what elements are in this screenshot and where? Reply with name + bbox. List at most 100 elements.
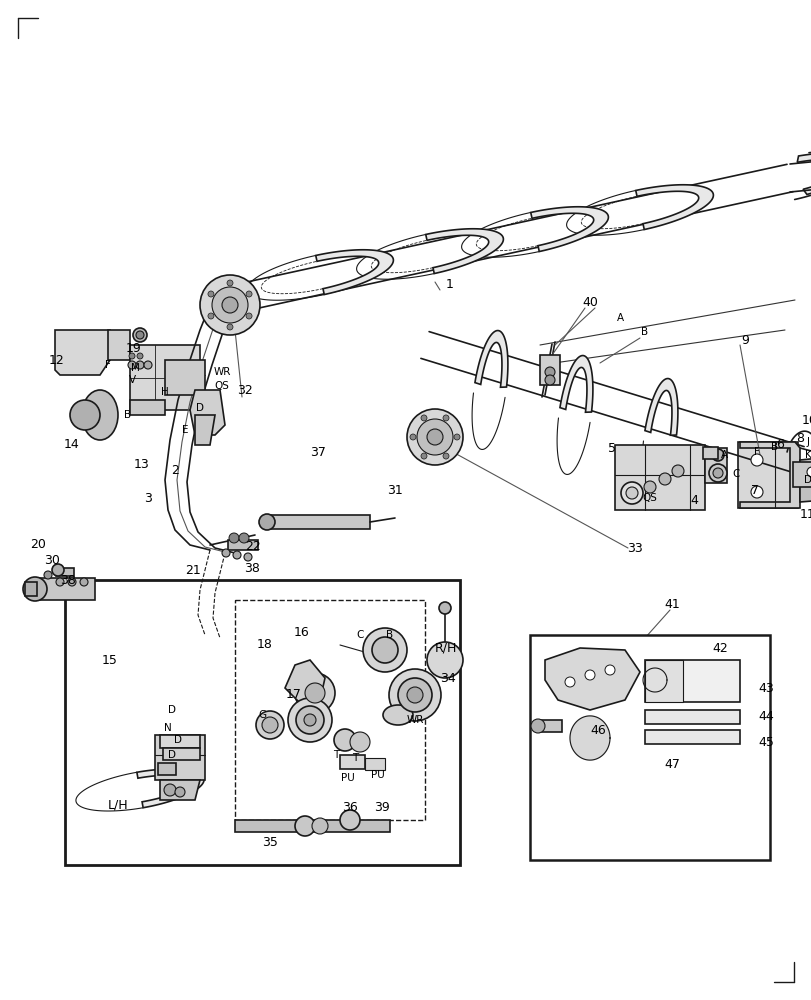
Bar (644, 730, 739, 744)
Polygon shape (315, 250, 393, 295)
Text: B: B (770, 442, 778, 452)
Bar (365, 758, 384, 770)
Bar (539, 355, 560, 385)
Bar (539, 720, 561, 732)
Circle shape (135, 361, 144, 369)
Text: 34: 34 (440, 672, 455, 684)
Circle shape (255, 711, 284, 739)
Text: 2: 2 (171, 464, 178, 477)
Circle shape (311, 818, 328, 834)
Bar (530, 635, 769, 860)
Text: 4: 4 (689, 493, 697, 506)
Circle shape (208, 313, 213, 319)
Polygon shape (195, 415, 215, 445)
Bar (644, 710, 739, 724)
Circle shape (711, 449, 723, 461)
Circle shape (221, 297, 238, 313)
Polygon shape (544, 648, 639, 710)
Circle shape (643, 481, 655, 493)
Polygon shape (130, 345, 200, 410)
Ellipse shape (383, 705, 413, 725)
Bar (65, 580, 460, 865)
Text: 38: 38 (244, 562, 260, 574)
Circle shape (80, 578, 88, 586)
Text: 32: 32 (237, 383, 252, 396)
Text: QS: QS (642, 493, 657, 503)
Text: 6: 6 (775, 438, 783, 452)
Circle shape (544, 375, 554, 385)
Bar (644, 660, 682, 702)
Circle shape (350, 732, 370, 752)
Polygon shape (163, 748, 200, 760)
Circle shape (427, 642, 462, 678)
Bar (165, 360, 204, 395)
Circle shape (52, 564, 64, 576)
Circle shape (410, 434, 415, 440)
Bar (792, 462, 811, 487)
Circle shape (128, 361, 135, 369)
Bar (234, 600, 424, 820)
Text: 15: 15 (102, 654, 118, 666)
Circle shape (144, 361, 152, 369)
Text: 33: 33 (626, 542, 642, 554)
Polygon shape (530, 207, 607, 252)
Circle shape (227, 324, 233, 330)
Text: C: C (356, 630, 363, 640)
Polygon shape (160, 735, 200, 748)
Polygon shape (155, 735, 204, 780)
Circle shape (233, 551, 241, 559)
Circle shape (246, 291, 251, 297)
Text: K: K (804, 450, 810, 460)
Text: 11: 11 (799, 508, 811, 522)
Circle shape (659, 473, 670, 485)
Circle shape (333, 729, 355, 751)
Circle shape (262, 717, 277, 733)
Polygon shape (285, 660, 324, 703)
Circle shape (238, 533, 249, 543)
Bar (130, 400, 165, 415)
Bar (234, 820, 389, 832)
Circle shape (397, 678, 431, 712)
Text: 43: 43 (757, 682, 773, 694)
Text: G: G (258, 710, 266, 720)
Circle shape (564, 677, 574, 687)
Text: 22: 22 (245, 540, 260, 554)
Text: 14: 14 (64, 438, 79, 452)
Circle shape (427, 429, 443, 445)
Text: 3: 3 (144, 491, 152, 504)
Circle shape (175, 787, 185, 797)
Text: 9: 9 (740, 334, 748, 347)
Text: T: T (333, 750, 339, 760)
Text: 13: 13 (134, 458, 150, 472)
Text: 19: 19 (126, 342, 142, 355)
Circle shape (296, 706, 324, 734)
Bar (270, 515, 370, 529)
Text: 10: 10 (801, 414, 811, 426)
Text: F: F (753, 447, 759, 457)
Circle shape (44, 571, 52, 579)
Bar (704, 448, 726, 483)
Text: WR: WR (213, 367, 230, 377)
Circle shape (530, 719, 544, 733)
Circle shape (137, 353, 143, 359)
Circle shape (672, 465, 683, 477)
Text: A: A (719, 450, 727, 460)
Circle shape (712, 468, 722, 478)
Text: E: E (182, 425, 188, 435)
Circle shape (625, 487, 637, 499)
Text: D: D (195, 403, 204, 413)
Polygon shape (796, 153, 811, 194)
Circle shape (708, 464, 726, 482)
Circle shape (208, 291, 213, 297)
Circle shape (164, 784, 176, 796)
Circle shape (417, 419, 453, 455)
Text: PU: PU (371, 770, 384, 780)
Circle shape (620, 482, 642, 504)
Text: R/H: R/H (434, 642, 457, 654)
Text: 38: 38 (60, 574, 76, 586)
Text: 36: 36 (341, 801, 358, 814)
Text: 46: 46 (590, 724, 605, 736)
Polygon shape (190, 390, 225, 435)
Circle shape (23, 577, 47, 601)
Text: 7: 7 (750, 484, 758, 496)
